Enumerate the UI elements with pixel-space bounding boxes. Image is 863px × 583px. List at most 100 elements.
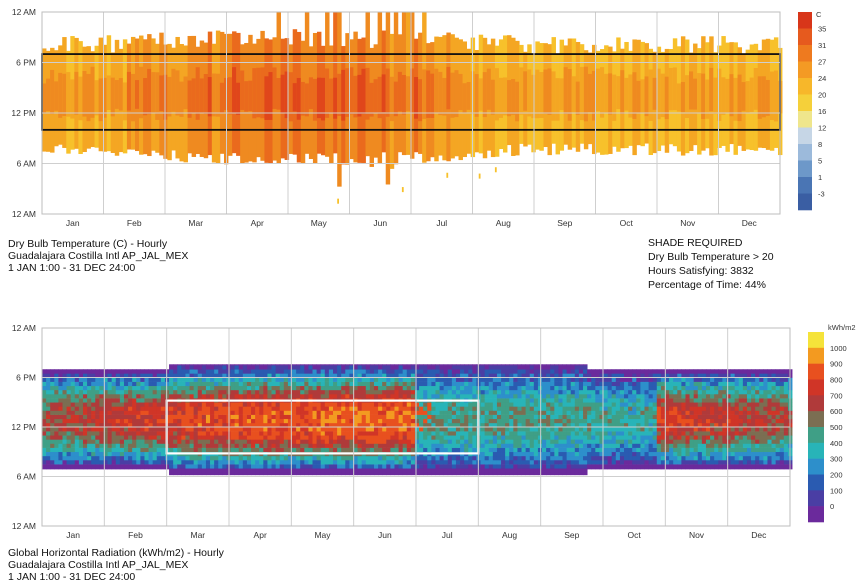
radiation-cell — [120, 435, 124, 439]
radiation-cell — [632, 435, 636, 439]
radiation-cell — [456, 448, 460, 452]
radiation-cell — [583, 369, 587, 373]
radiation-cell — [71, 411, 75, 415]
radiation-cell — [546, 419, 550, 423]
radiation-cell — [640, 460, 644, 464]
radiation-cell — [284, 378, 288, 382]
radiation-cell — [653, 456, 657, 460]
radiation-cell — [366, 444, 370, 448]
radiation-cell — [472, 382, 476, 386]
radiation-cell — [235, 427, 239, 431]
radiation-cell — [194, 365, 198, 369]
radiation-cell — [185, 394, 189, 398]
radiation-cell — [702, 394, 706, 398]
radiation-cell — [313, 369, 317, 373]
radiation-cell — [83, 448, 87, 452]
radiation-cell — [62, 378, 66, 382]
radiation-cell — [571, 390, 575, 394]
radiation-cell — [661, 398, 665, 402]
radiation-cell — [140, 456, 144, 460]
radiation-cell — [640, 448, 644, 452]
radiation-cell — [177, 406, 181, 410]
radiation-cell — [362, 464, 366, 468]
radiation-cell — [239, 378, 243, 382]
radiation-cell — [337, 460, 341, 464]
radiation-cell — [419, 427, 423, 431]
radiation-cell — [522, 369, 526, 373]
radiation-cell — [460, 464, 464, 468]
radiation-cell — [95, 427, 99, 431]
radiation-cell — [534, 415, 538, 419]
radiation-cell — [87, 415, 91, 419]
radiation-cell — [587, 427, 591, 431]
radiation-cell — [604, 390, 608, 394]
radiation-cell — [698, 439, 702, 443]
radiation-cell — [690, 448, 694, 452]
radiation-cell — [435, 411, 439, 415]
radiation-cell — [313, 390, 317, 394]
radiation-cell — [550, 369, 554, 373]
temperature-cell — [491, 80, 495, 115]
radiation-cell — [280, 402, 284, 406]
radiation-cell — [546, 431, 550, 435]
radiation-cell — [604, 464, 608, 468]
radiation-cell — [263, 460, 267, 464]
radiation-cell — [333, 365, 337, 369]
radiation-cell — [140, 386, 144, 390]
radiation-cell — [616, 369, 620, 373]
radiation-cell — [530, 386, 534, 390]
legend-label: 24 — [818, 74, 826, 83]
radiation-cell — [485, 431, 489, 435]
radiation-cell — [67, 378, 71, 382]
radiation-cell — [579, 439, 583, 443]
radiation-cell — [624, 464, 628, 468]
radiation-cell — [427, 444, 431, 448]
radiation-cell — [542, 456, 546, 460]
radiation-cell — [505, 435, 509, 439]
radiation-cell — [42, 427, 46, 431]
radiation-cell — [185, 468, 189, 472]
radiation-cell — [337, 411, 341, 415]
radiation-cell — [694, 464, 698, 468]
radiation-cell — [296, 444, 300, 448]
radiation-cell — [272, 382, 276, 386]
radiation-cell — [222, 419, 226, 423]
radiation-cell — [337, 406, 341, 410]
radiation-cell — [181, 468, 185, 472]
radiation-cell — [669, 402, 673, 406]
radiation-cell — [231, 390, 235, 394]
radiation-cell — [481, 472, 485, 475]
radiation-cell — [243, 464, 247, 468]
radiation-cell — [440, 394, 444, 398]
radiation-cell — [649, 402, 653, 406]
temperature-cell — [147, 69, 151, 114]
radiation-cell — [378, 369, 382, 373]
radiation-cell — [345, 435, 349, 439]
radiation-cell — [444, 382, 448, 386]
radiation-cell — [644, 390, 648, 394]
radiation-cell — [370, 394, 374, 398]
radiation-cell — [558, 431, 562, 435]
radiation-cell — [177, 464, 181, 468]
radiation-cell — [472, 439, 476, 443]
radiation-cell — [407, 431, 411, 435]
radiation-cell — [604, 394, 608, 398]
radiation-cell — [624, 439, 628, 443]
radiation-cell — [411, 427, 415, 431]
radiation-cell — [669, 448, 673, 452]
radiation-cell — [571, 435, 575, 439]
radiation-cell — [435, 378, 439, 382]
radiation-cell — [452, 411, 456, 415]
radiation-cell — [313, 444, 317, 448]
radiation-cell — [411, 464, 415, 468]
y-tick-label: 12 AM — [12, 209, 36, 219]
radiation-cell — [403, 444, 407, 448]
radiation-cell — [345, 365, 349, 369]
radiation-cell — [628, 456, 632, 460]
radiation-cell — [181, 460, 185, 464]
radiation-cell — [411, 364, 415, 365]
radiation-cell — [255, 448, 259, 452]
radiation-cell — [231, 406, 235, 410]
radiation-cell — [161, 390, 165, 394]
radiation-cell — [329, 419, 333, 423]
